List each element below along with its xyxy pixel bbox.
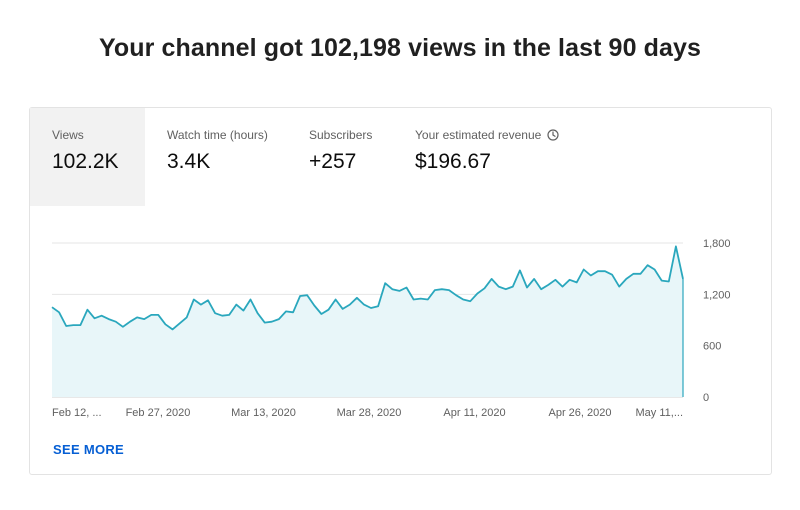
see-more-link[interactable]: SEE MORE (53, 442, 125, 457)
tab-value: $196.67 (415, 150, 491, 173)
tab-views[interactable]: Views 102.2K (30, 108, 145, 206)
x-tick-label: Feb 12, ... (52, 407, 102, 419)
tab-label: Subscribers (309, 128, 373, 142)
x-tick-label: Apr 11, 2020 (443, 407, 505, 419)
views-line (51, 245, 684, 331)
y-tick-label: 600 (703, 341, 721, 353)
metric-tabs: Views 102.2K Watch time (hours) 3.4K Sub… (30, 108, 771, 206)
views-chart: 1,800 1,200 600 0 Feb 12, ... Feb 27, 2020 Mar… (51, 238, 731, 419)
tab-value: 102.2K (52, 150, 119, 173)
tab-label-text: Your estimated revenue (415, 128, 542, 142)
tab-value: +257 (309, 150, 357, 173)
y-tick-label: 1,200 (703, 289, 731, 301)
tab-label: Watch time (hours) (167, 128, 268, 142)
tab-estimated-revenue[interactable]: Your estimated revenue $196.67 (393, 108, 563, 206)
tab-value: 3.4K (167, 150, 211, 173)
x-tick-label: May 11,... (636, 407, 683, 419)
analytics-card: Views 102.2K Watch time (hours) 3.4K Sub… (29, 107, 772, 475)
x-tick-label: Mar 28, 2020 (337, 407, 402, 419)
y-tick-label: 1,800 (703, 238, 731, 250)
page-headline: Your channel got 102,198 views in the la… (99, 34, 701, 62)
views-area (52, 246, 683, 397)
x-tick-label: Apr 26, 2020 (549, 407, 612, 419)
tab-label: Views (52, 128, 84, 142)
tab-subscribers[interactable]: Subscribers +257 (287, 108, 393, 206)
y-tick-label: 0 (703, 392, 709, 404)
x-tick-label: Feb 27, 2020 (126, 407, 191, 419)
tab-label: Your estimated revenue (415, 128, 559, 142)
x-tick-label: Mar 13, 2020 (231, 407, 296, 419)
tab-watch-time[interactable]: Watch time (hours) 3.4K (145, 108, 287, 206)
clock-icon[interactable] (547, 129, 559, 141)
